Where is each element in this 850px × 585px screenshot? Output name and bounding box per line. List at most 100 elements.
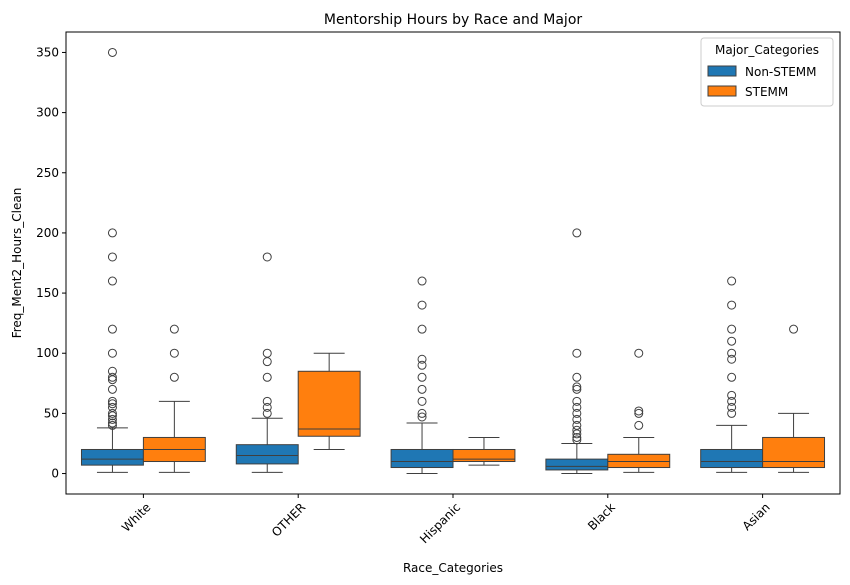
outlier-point [572,348,582,358]
x-tick-label: White [119,500,154,535]
outlier-point [634,348,644,358]
outlier-point [262,348,272,358]
box-iqr [80,448,144,466]
y-axis: 0 50 100 150 200 250 300 350 [36,45,66,481]
plot-area [80,47,826,475]
outlier-point [417,396,427,406]
outlier-point [262,408,272,418]
box-stemm-white [142,324,206,473]
legend-swatch-stemm [707,85,737,97]
box-stemm-other [297,352,361,450]
outlier-point [727,276,737,286]
outlier-point [727,354,737,364]
x-tick-label: Asian [740,500,773,533]
outlier-point [727,408,737,418]
box-iqr [452,448,516,463]
outlier-point [169,324,179,334]
outlier-point [727,402,737,412]
outlier-point [107,384,117,394]
outlier-point [572,384,582,394]
outlier-point [727,348,737,358]
outlier-point [107,408,117,418]
box-stemm-black [607,348,671,473]
box-iqr [297,370,361,437]
outlier-point [417,372,427,382]
outlier-point [572,396,582,406]
legend: Major_Categories Non-STEMM STEMM [700,37,834,107]
outlier-point [107,348,117,358]
outlier-point [107,252,117,262]
x-tick-label: Hispanic [417,500,463,546]
outlier-point [107,372,117,382]
outlier-point [572,432,582,442]
outlier-point [417,384,427,394]
box-iqr [607,453,671,469]
x-axis: White OTHER Hispanic Black Asian [119,494,773,546]
outlier-point [107,47,117,57]
outlier-point [169,372,179,382]
box-non-stemm-asian [700,276,764,473]
outlier-point [417,324,427,334]
outlier-point [789,324,799,334]
x-tick-label: Black [585,500,618,533]
outlier-point [169,348,179,358]
legend-label-stemm: STEMM [745,85,788,99]
y-tick-label: 350 [36,45,59,59]
outlier-point [107,276,117,286]
legend-label-non-stemm: Non-STEMM [745,65,817,79]
box-stemm-asian [762,324,826,473]
y-tick-label: 50 [44,406,59,420]
legend-swatch-non-stemm [707,65,737,77]
outlier-point [727,372,737,382]
chart-title: Mentorship Hours by Race and Major [324,12,583,28]
y-tick-label: 100 [36,346,59,360]
outlier-point [727,300,737,310]
outlier-point [572,382,582,392]
outlier-point [572,228,582,238]
outlier-point [634,406,644,416]
box-iqr [700,448,764,469]
x-tick-label: OTHER [269,500,308,539]
box-iqr [390,448,454,469]
outlier-point [262,252,272,262]
outlier-point [727,396,737,406]
outlier-point [634,408,644,418]
outlier-point [417,408,427,418]
outlier-point [262,357,272,367]
outlier-point [107,414,117,424]
y-tick-label: 0 [51,467,59,481]
y-tick-label: 250 [36,166,59,180]
outlier-point [417,276,427,286]
y-tick-label: 150 [36,286,59,300]
box-non-stemm-hispanic [390,276,454,475]
outlier-point [262,402,272,412]
box-stemm-hispanic [452,436,516,466]
outlier-point [572,420,582,430]
outlier-point [727,324,737,334]
outlier-point [107,399,117,409]
outlier-point [727,390,737,400]
outlier-point [572,425,582,435]
outlier-point [572,408,582,418]
box-non-stemm-white [80,47,144,473]
outlier-point [417,300,427,310]
outlier-point [572,372,582,382]
outlier-point [572,435,582,445]
outlier-point [634,420,644,430]
outlier-point [262,372,272,382]
outlier-point [107,228,117,238]
outlier-point [107,396,117,406]
legend-title: Major_Categories [715,43,819,57]
outlier-point [262,396,272,406]
outlier-point [107,366,117,376]
y-tick-label: 200 [36,226,59,240]
x-axis-title: Race_Categories [403,561,503,575]
outlier-point [107,418,117,428]
outlier-point [107,420,117,430]
box-iqr [545,458,609,471]
outlier-point [727,336,737,346]
outlier-point [107,324,117,334]
outlier-point [572,414,582,424]
outlier-point [107,402,117,412]
